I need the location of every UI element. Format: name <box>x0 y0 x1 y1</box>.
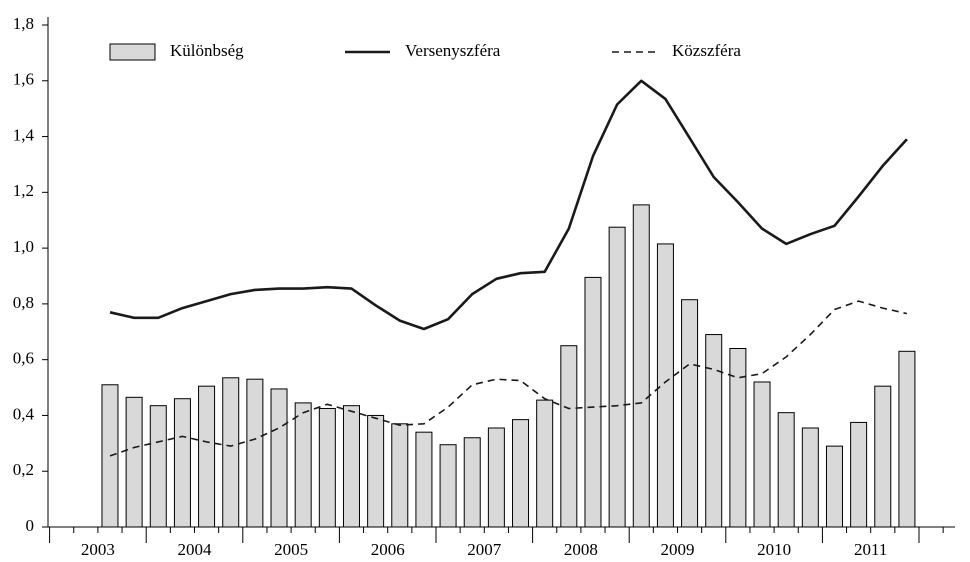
x-tick-label: 2010 <box>757 540 791 559</box>
bar <box>753 381 771 528</box>
bar <box>850 421 868 528</box>
bar <box>294 402 312 528</box>
bar <box>222 377 240 528</box>
x-tick-label: 2006 <box>371 540 405 559</box>
bar <box>801 427 819 528</box>
x-tick-label: 2003 <box>81 540 115 559</box>
bar <box>125 396 143 528</box>
line <box>109 300 908 457</box>
x-tick-label: 2007 <box>467 540 502 559</box>
x-tick-label: 2004 <box>178 540 213 559</box>
bar <box>149 405 167 528</box>
x-tick-label: 2008 <box>564 540 598 559</box>
legend-label: Közszféra <box>672 41 741 60</box>
y-tick-label: 0,8 <box>13 293 34 312</box>
bar <box>536 399 554 528</box>
bar <box>439 444 457 528</box>
y-tick-label: 1,6 <box>13 70 34 89</box>
bar <box>512 419 530 528</box>
bar <box>560 345 578 528</box>
bar <box>463 437 481 528</box>
bar <box>101 384 119 528</box>
bar <box>656 243 674 528</box>
bar <box>584 276 602 528</box>
bar <box>777 412 795 528</box>
bar <box>874 385 892 528</box>
y-tick-label: 0,6 <box>13 349 34 368</box>
bar <box>246 378 264 528</box>
legend-label: Versenyszféra <box>405 41 501 60</box>
bar <box>173 398 191 528</box>
bar <box>487 427 505 528</box>
bar <box>898 350 916 528</box>
bar <box>391 423 409 528</box>
bar <box>681 299 699 528</box>
x-tick-label: 2005 <box>274 540 308 559</box>
bar <box>415 431 433 528</box>
bar <box>198 385 216 528</box>
bar <box>367 414 385 528</box>
bar <box>270 388 288 528</box>
line <box>109 79 908 331</box>
bar <box>318 407 336 528</box>
bar <box>729 348 747 528</box>
legend-swatch <box>109 43 156 61</box>
legend-label: Különbség <box>170 41 244 60</box>
bar <box>705 334 723 528</box>
bar <box>608 226 626 528</box>
bar <box>632 204 650 528</box>
bar <box>342 405 360 528</box>
y-tick-label: 0 <box>26 516 35 535</box>
y-tick-label: 1,4 <box>13 125 35 144</box>
x-tick-label: 2011 <box>854 540 887 559</box>
x-tick-label: 2009 <box>661 540 695 559</box>
y-tick-label: 1,0 <box>13 237 34 256</box>
y-tick-label: 1,2 <box>13 181 34 200</box>
y-tick-label: 0,4 <box>13 404 35 423</box>
y-tick-label: 1,8 <box>13 14 34 33</box>
bar <box>825 445 843 528</box>
y-tick-label: 0,2 <box>13 460 34 479</box>
